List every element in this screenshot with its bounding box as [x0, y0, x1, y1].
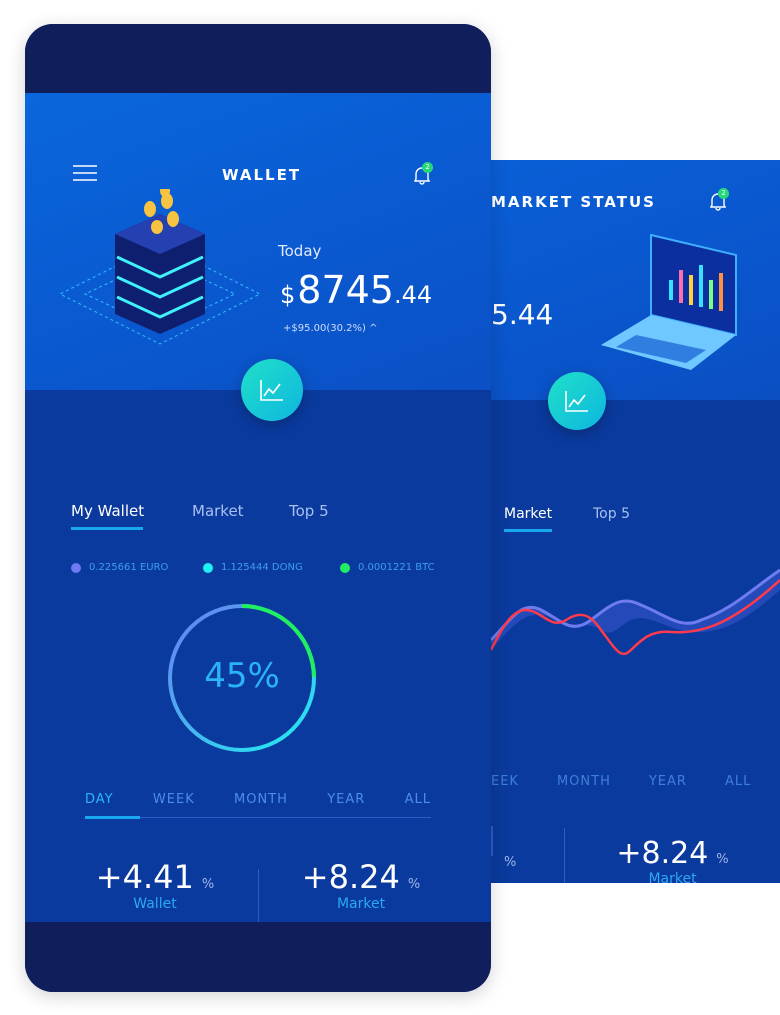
stat-market: +8.24 % Market — [565, 836, 780, 883]
legend-euro: 0.225661 EURO — [71, 562, 168, 573]
stat-wallet-value: +4.41 — [95, 858, 194, 896]
menu-button[interactable] — [73, 164, 97, 186]
hero-panel — [25, 93, 491, 390]
screen-title: MARKET STATUS — [491, 193, 656, 211]
wallet-screen: WALLET 2 Today $ 8745 .44 +$95.00(30.2%)… — [25, 24, 491, 992]
stat-market-row: +8.24 % — [302, 858, 420, 896]
stat-market-label: Market — [648, 871, 697, 883]
chart-button[interactable] — [548, 372, 606, 430]
divider — [491, 826, 493, 856]
legend-label: 0.225661 EURO — [89, 562, 169, 573]
tab-underline — [504, 529, 552, 532]
screen-title: WALLET — [222, 166, 302, 184]
notification-button[interactable]: 2 — [707, 188, 729, 216]
period-week[interactable]: EEK — [491, 774, 519, 789]
stat-wallet: +4.41 % Wallet — [55, 858, 255, 912]
progress-label: 45% — [204, 656, 280, 696]
notification-button[interactable]: 2 — [411, 162, 433, 190]
tab-market[interactable]: Market — [504, 506, 553, 522]
stat-market-value: +8.24 — [616, 836, 709, 871]
legend-dot — [71, 562, 81, 573]
period-week[interactable]: WEEK — [152, 792, 195, 807]
tab-underline — [71, 527, 143, 530]
stat-wallet-label: Wallet — [133, 896, 177, 912]
currency-symbol: $ — [280, 281, 296, 309]
period-month[interactable]: MONTH — [234, 792, 288, 807]
series-line-blue — [491, 568, 780, 642]
balance: $ 8745 .44 — [280, 268, 432, 312]
line-chart-icon — [565, 391, 588, 412]
up-arrow-icon: ^ — [369, 323, 378, 334]
today-label: Today — [278, 242, 322, 260]
stat-market-value: +8.24 — [301, 858, 400, 896]
stat-market: +8.24 % Market — [261, 858, 461, 912]
market-line-chart — [491, 568, 780, 656]
legend-dot — [203, 562, 213, 573]
legend-label: 1.125444 DONG — [221, 562, 303, 573]
tab-top5[interactable]: Top 5 — [289, 502, 329, 520]
divider — [564, 828, 565, 883]
period-month[interactable]: MONTH — [556, 774, 611, 789]
market-status-screen: MARKET STATUS 2 5.44 Market Top 5 EEK MO… — [491, 160, 780, 883]
balance-partial: 5.44 — [491, 298, 554, 331]
notification-badge: 2 — [422, 162, 433, 173]
stat-unit: % — [201, 877, 215, 892]
balance-change: +$95.00(30.2%) ^ — [283, 323, 378, 334]
legend-btc: 0.0001221 BTC — [340, 562, 435, 573]
stat-unit: % — [716, 852, 729, 867]
progress-ring — [168, 604, 316, 752]
status-bar — [25, 24, 491, 93]
period-selector: EEK MONTH YEAR ALL — [491, 774, 751, 789]
stat-wallet-row: +4.41 % — [96, 858, 214, 896]
period-year[interactable]: YEAR — [327, 792, 366, 807]
balance-integer: 8745 — [297, 268, 394, 312]
divider — [258, 869, 259, 922]
period-year[interactable]: YEAR — [648, 774, 687, 789]
tab-top5[interactable]: Top 5 — [593, 506, 630, 522]
stat-market-row: +8.24 % — [616, 836, 728, 871]
legend-dot — [340, 562, 350, 573]
period-all[interactable]: ALL — [724, 774, 752, 789]
balance-decimal: .44 — [394, 281, 433, 309]
bottom-bar — [25, 922, 491, 992]
area-band — [491, 570, 780, 650]
server-coins-illustration — [58, 189, 262, 345]
legend-dong: 1.125444 DONG — [203, 562, 303, 573]
legend-label: 0.0001221 BTC — [358, 562, 435, 573]
series-line-red — [491, 579, 780, 656]
tab-market[interactable]: Market — [192, 502, 244, 520]
laptop-illustration — [601, 233, 737, 370]
ring-progress — [168, 604, 316, 752]
line-chart-icon — [260, 380, 283, 401]
tab-my-wallet[interactable]: My Wallet — [71, 502, 145, 520]
stat-unit: % — [504, 855, 517, 870]
hamburger-icon — [73, 165, 97, 181]
stat-unit: % — [407, 877, 421, 892]
period-all[interactable]: ALL — [404, 792, 431, 807]
notification-badge: 2 — [718, 188, 729, 199]
change-value: +$95.00(30.2%) — [283, 323, 366, 334]
period-divider — [85, 817, 431, 818]
period-day[interactable]: DAY — [85, 792, 114, 807]
period-underline — [85, 816, 140, 819]
stat-market-label: Market — [336, 896, 386, 912]
chart-button[interactable] — [241, 359, 303, 421]
period-selector: DAY WEEK MONTH YEAR ALL — [85, 792, 431, 807]
